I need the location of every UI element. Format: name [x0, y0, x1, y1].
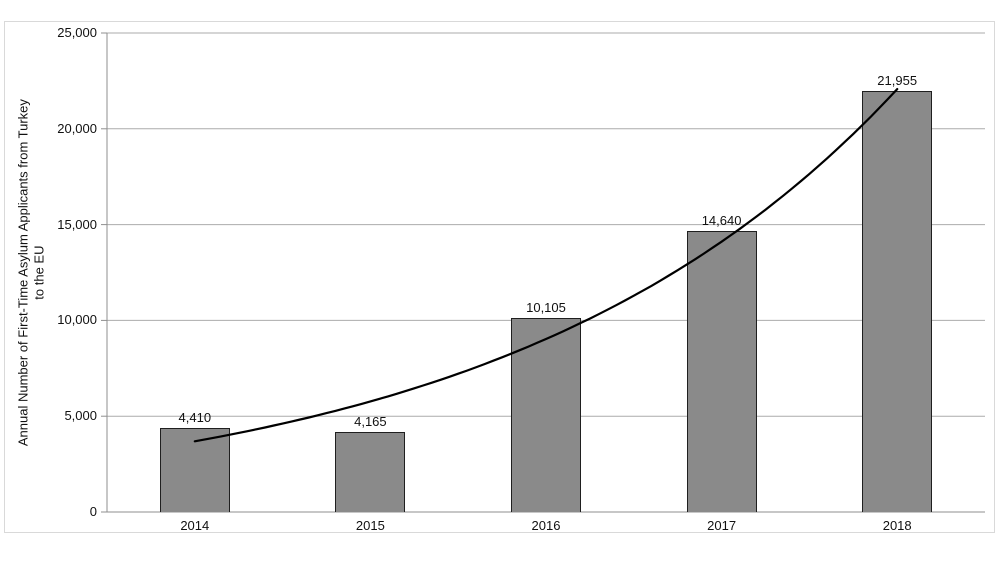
bar-2014: [159, 427, 230, 512]
y-tick-label: 15,000: [57, 216, 97, 232]
bar-value-label: 14,640: [701, 213, 742, 229]
y-axis-title-line1: Annual Number of First-Time Asylum Appli…: [15, 99, 31, 447]
y-axis-title: Annual Number of First-Time Asylum Appli…: [15, 13, 46, 533]
bar-value-label: 10,105: [526, 300, 566, 316]
y-tick-label: 5,000: [64, 408, 97, 424]
x-tick-label-2018: 2018: [882, 518, 912, 533]
x-tick-label-2016: 2016: [531, 518, 561, 533]
x-tick-label-2017: 2017: [707, 518, 737, 533]
y-tick-label: 25,000: [57, 25, 97, 40]
y-tick-label: 10,000: [57, 312, 97, 328]
y-axis-title-line2: to the EU: [31, 245, 46, 300]
figure-border: [4, 21, 995, 533]
y-tick-label: 0: [89, 504, 97, 519]
x-tick-label-2014: 2014: [180, 518, 210, 533]
bar-2016: [511, 318, 581, 512]
bar-2017: [686, 231, 757, 512]
bar-2015: [335, 432, 406, 512]
bar-value-label: 21,955: [877, 73, 918, 89]
x-tick-label-2015: 2015: [355, 518, 385, 533]
bar-value-label: 4,410: [178, 409, 212, 425]
bar-value-label: 4,165: [354, 414, 387, 430]
y-tick-label: 20,000: [57, 120, 97, 136]
bar-2018: [862, 91, 933, 512]
